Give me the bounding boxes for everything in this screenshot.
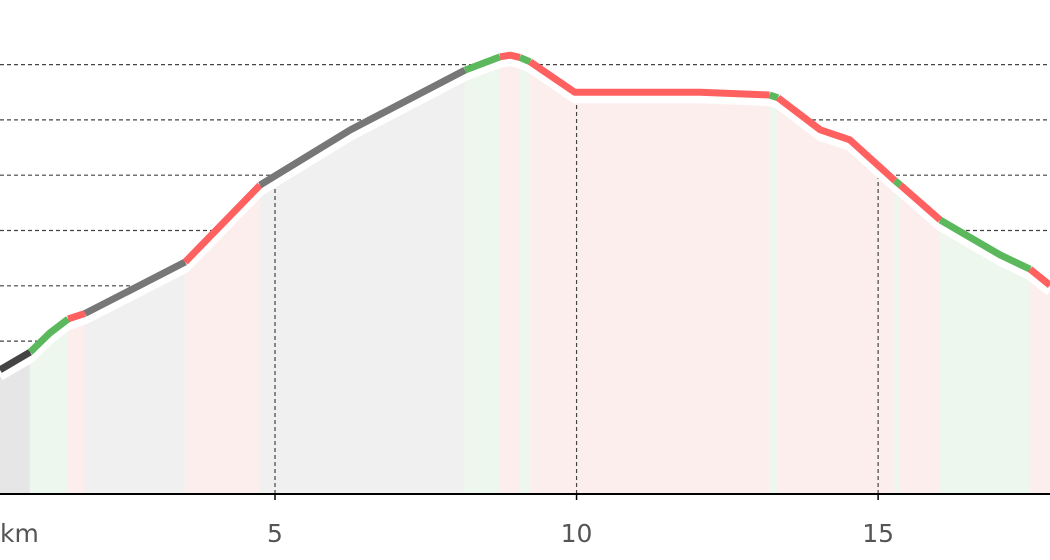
elevation-segment xyxy=(938,216,1032,273)
x-tick-label: 10 xyxy=(561,519,593,548)
elevation-segment xyxy=(518,54,532,66)
elevation-segment xyxy=(27,316,71,355)
elevation-segment xyxy=(0,349,32,373)
segment-area xyxy=(1029,268,1050,495)
segment-area xyxy=(899,184,941,495)
elevation-segment xyxy=(499,51,521,61)
x-tick-label: 5 xyxy=(267,519,283,548)
elevation-segment xyxy=(258,67,467,189)
segment-area xyxy=(464,56,501,495)
elevation-segment xyxy=(768,91,780,102)
sky-mask xyxy=(0,0,1050,370)
segment-area xyxy=(499,54,521,495)
segment-area xyxy=(894,179,901,495)
segment-area xyxy=(769,94,779,495)
line-halo xyxy=(0,56,1050,381)
elevation-segment xyxy=(463,53,502,74)
elevation-segment xyxy=(67,310,87,323)
x-axis-label: km xyxy=(0,519,39,548)
elevation-segment xyxy=(528,58,770,99)
elevation-segment xyxy=(892,178,903,188)
x-tick-label: 15 xyxy=(862,519,894,548)
elevation-segment xyxy=(775,94,898,184)
elevation-segment xyxy=(182,182,263,265)
segment-area xyxy=(519,56,531,495)
segment-area xyxy=(67,312,86,495)
elevation-segment xyxy=(1027,266,1050,288)
elevation-segment xyxy=(898,182,943,223)
elevation-segment xyxy=(83,258,187,317)
segment-area xyxy=(529,60,771,495)
